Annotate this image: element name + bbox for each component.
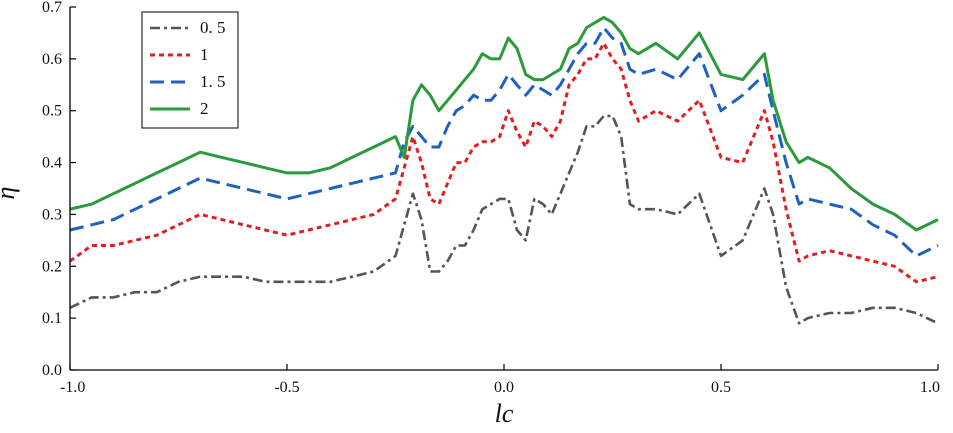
- y-tick-label: 0.2: [42, 258, 62, 275]
- y-axis-title: η: [0, 187, 20, 200]
- legend-label-0: 0. 5: [200, 18, 226, 37]
- x-tick-label: -0.5: [274, 379, 299, 396]
- x-tick-label: -1.0: [60, 379, 85, 396]
- y-tick-label: 0.4: [42, 155, 62, 172]
- series-line-2: [69, 26, 939, 258]
- x-tick-label: 0.5: [711, 379, 731, 396]
- series-line-1: [69, 41, 939, 284]
- series-line-3: [69, 15, 939, 232]
- y-tick-label: 0.6: [42, 51, 62, 68]
- legend-label-1: 1: [200, 45, 209, 64]
- y-tick-label: 0.3: [42, 206, 62, 223]
- x-tick-label: 0.0: [494, 379, 514, 396]
- series-line-0: [69, 114, 939, 325]
- y-tick-label: 0.7: [42, 0, 62, 16]
- y-tick-label: 0.1: [42, 310, 62, 327]
- legend-label-3: 2: [200, 99, 209, 118]
- x-tick-label: 1.0: [920, 379, 940, 396]
- legend: 0. 5 1 1. 5 2: [141, 11, 239, 129]
- series-layer: [69, 15, 939, 325]
- ticks-layer: 0.0 0.1 0.2 0.3 0.4 0.5 0.6 0.7 -1.0 -0.5 0.0 0.5 1.…: [42, 0, 940, 396]
- y-tick-label: 0.0: [42, 362, 62, 379]
- x-axis-title: lc: [495, 399, 514, 428]
- y-tick-label: 0.5: [42, 103, 62, 120]
- legend-label-2: 1. 5: [200, 72, 226, 91]
